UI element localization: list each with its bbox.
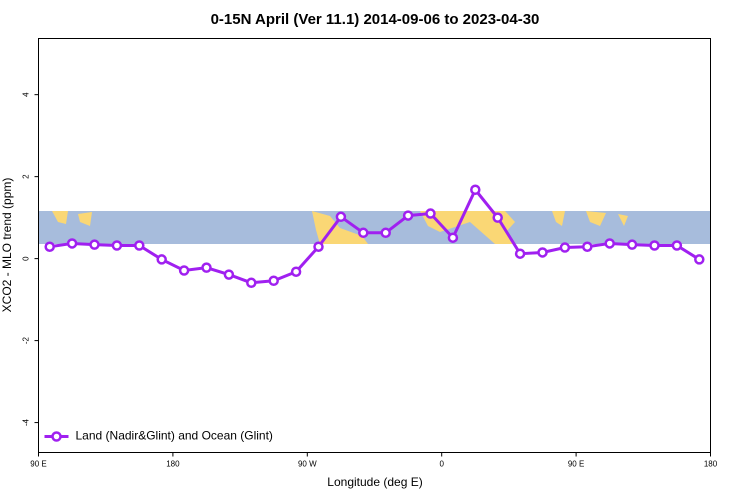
data-point bbox=[358, 227, 369, 239]
y-axis-label: XCO2 - MLO trend (ppm) bbox=[0, 178, 14, 313]
data-point bbox=[44, 241, 55, 252]
data-point bbox=[223, 269, 235, 280]
data-point bbox=[649, 240, 660, 251]
map-strip bbox=[39, 211, 710, 244]
y-tick-label: -2 bbox=[22, 336, 31, 344]
land bbox=[52, 211, 92, 226]
chart-title: 0-15N April (Ver 11.1) 2014-09-06 to 202… bbox=[211, 11, 540, 28]
data-point bbox=[604, 238, 615, 249]
x-tick-label: 90 E bbox=[568, 460, 584, 469]
data-point bbox=[671, 240, 683, 251]
data-point bbox=[447, 232, 459, 243]
x-tick-label: 90 E bbox=[30, 460, 46, 469]
x-tick-label: 180 bbox=[166, 460, 180, 469]
data-point bbox=[537, 247, 548, 258]
y-tick-label: 0 bbox=[22, 256, 31, 261]
data-point bbox=[380, 227, 391, 239]
data-point bbox=[156, 254, 167, 265]
data-point bbox=[492, 212, 503, 223]
data-point bbox=[178, 265, 190, 276]
data-point bbox=[582, 241, 593, 252]
data-point bbox=[402, 210, 414, 221]
y-tick-label: 4 bbox=[22, 92, 31, 97]
data-point bbox=[335, 211, 347, 223]
data-point bbox=[313, 241, 324, 252]
data-point bbox=[290, 266, 302, 277]
y-tick-label: -4 bbox=[22, 418, 31, 426]
data-point bbox=[470, 184, 481, 196]
data-point bbox=[134, 240, 145, 251]
data-point bbox=[89, 239, 100, 250]
data-point bbox=[425, 208, 436, 219]
data-point bbox=[626, 239, 638, 250]
legend-marker bbox=[51, 431, 62, 442]
x-axis-label: Longitude (deg E) bbox=[327, 475, 422, 489]
x-tick-label: 0 bbox=[439, 460, 444, 469]
data-point bbox=[694, 254, 705, 265]
x-tick-label: 180 bbox=[704, 460, 718, 469]
data-point bbox=[559, 242, 571, 253]
legend-label: Land (Nadir&Glint) and Ocean (Glint) bbox=[76, 429, 273, 443]
data-point bbox=[268, 275, 279, 287]
x-tick-label: 90 W bbox=[298, 460, 317, 469]
y-tick-label: 2 bbox=[22, 174, 31, 179]
land bbox=[420, 211, 515, 244]
data-point bbox=[201, 262, 212, 273]
data-point bbox=[514, 248, 526, 259]
data-point bbox=[111, 240, 123, 251]
plot-frame bbox=[38, 38, 711, 453]
data-point bbox=[66, 238, 78, 249]
land bbox=[552, 211, 628, 226]
data-point bbox=[246, 277, 257, 289]
